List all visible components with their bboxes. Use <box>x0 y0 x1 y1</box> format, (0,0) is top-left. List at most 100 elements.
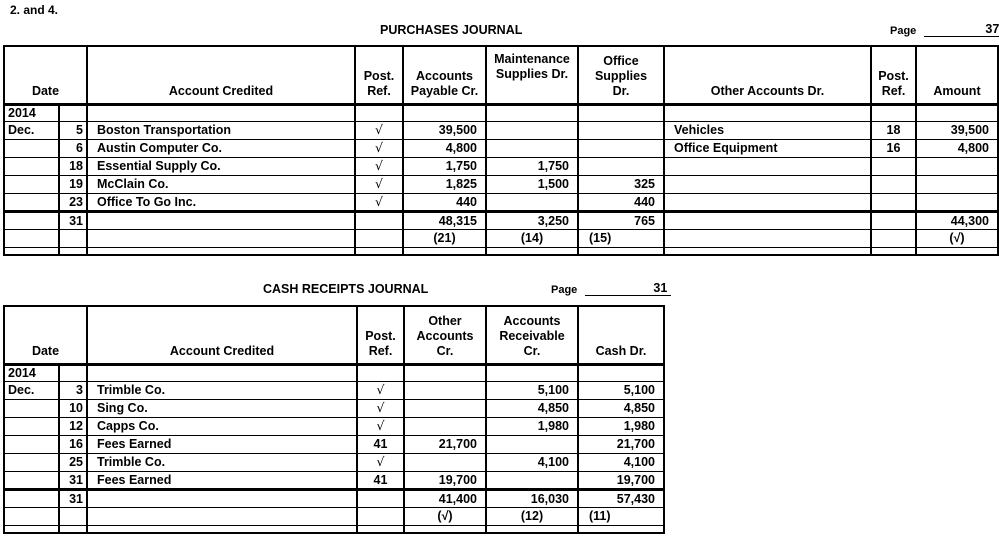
month-cell <box>3 398 60 418</box>
other-cr-cell <box>403 380 487 400</box>
header-row: Date Account Credited Post. Ref. Other A… <box>3 305 665 366</box>
page-label: Page <box>890 25 917 37</box>
account-cell: Fees Earned <box>86 434 358 454</box>
spacer-row <box>3 246 999 256</box>
account-cell: Essential Supply Co. <box>86 156 356 176</box>
post-ref-cell: 41 <box>356 434 405 454</box>
col-post-ref: Post. Ref. <box>354 45 404 106</box>
month-cell <box>3 156 60 176</box>
other-cr-cell <box>403 416 487 436</box>
table-row: 16 Fees Earned 41 21,700 21,700 <box>3 434 665 454</box>
total-cash-dr: 57,430 <box>577 487 665 508</box>
amount-cell: 39,500 <box>915 120 999 140</box>
post-ref-cell: √ <box>354 138 404 158</box>
page-number: 37 <box>924 22 999 37</box>
month-cell <box>3 174 60 194</box>
office-dr-cell: 440 <box>577 192 665 212</box>
other-cr-cell <box>403 398 487 418</box>
cash-dr-cell: 4,100 <box>577 452 665 472</box>
year-cell: 2014 <box>3 363 60 382</box>
posting-ref-row: (21) (14) (15) (√) <box>3 228 999 248</box>
ar-cr-cell: 1,980 <box>485 416 579 436</box>
total-ap-cr: 48,315 <box>402 209 487 230</box>
cash-dr-cell: 19,700 <box>577 470 665 490</box>
table-row: 10 Sing Co. √ 4,850 4,850 <box>3 398 665 418</box>
account-cell: Trimble Co. <box>86 380 358 400</box>
cash-receipts-journal-table: Date Account Credited Post. Ref. Other A… <box>3 305 665 534</box>
maint-dr-cell: 1,750 <box>485 156 579 176</box>
month-cell <box>3 434 60 454</box>
ap-cr-cell: 1,750 <box>402 156 487 176</box>
office-dr-cell: 325 <box>577 174 665 194</box>
month-cell <box>3 452 60 472</box>
total-amount: 44,300 <box>915 209 999 230</box>
account-cell: Boston Transportation <box>86 120 356 140</box>
other-post-ref-cell <box>870 156 917 176</box>
post-ref-cell: √ <box>356 452 405 472</box>
table-row: 23 Office To Go Inc. √ 440 440 <box>3 192 999 212</box>
account-cell: Austin Computer Co. <box>86 138 356 158</box>
month-cell <box>3 138 60 158</box>
day-cell: 6 <box>58 138 88 158</box>
col-amount: Amount <box>915 45 999 106</box>
cash-receipts-journal-title: CASH RECEIPTS JOURNAL <box>263 282 429 296</box>
post-ref-cell: 41 <box>356 470 405 490</box>
posting-ref-row: (√) (12) (11) <box>3 506 665 526</box>
ap-cr-cell: 4,800 <box>402 138 487 158</box>
table-row: Dec. 3 Trimble Co. √ 5,100 5,100 <box>3 380 665 400</box>
col-accounts-receivable: Accounts Receivable Cr. <box>485 305 579 366</box>
ap-cr-cell: 1,825 <box>402 174 487 194</box>
year-row: 2014 <box>3 103 999 122</box>
day-cell: 5 <box>58 120 88 140</box>
other-account-cell <box>663 192 872 212</box>
month-cell <box>3 470 60 490</box>
account-cell: McClain Co. <box>86 174 356 194</box>
posting-ref-cash: (11) <box>577 506 665 526</box>
table-row: 25 Trimble Co. √ 4,100 4,100 <box>3 452 665 472</box>
other-account-cell: Office Equipment <box>663 138 872 158</box>
header-row: Date Account Credited Post. Ref. Account… <box>3 45 999 106</box>
post-ref-cell: √ <box>356 398 405 418</box>
total-maint-dr: 3,250 <box>485 209 579 230</box>
cash-dr-cell: 4,850 <box>577 398 665 418</box>
post-ref-cell: √ <box>356 380 405 400</box>
account-cell: Office To Go Inc. <box>86 192 356 212</box>
other-cr-cell: 19,700 <box>403 470 487 490</box>
other-post-ref-cell <box>870 174 917 194</box>
post-ref-cell: √ <box>354 192 404 212</box>
day-cell: 10 <box>58 398 88 418</box>
posting-ref-amount: (√) <box>915 228 999 248</box>
total-day-cell: 31 <box>58 487 88 508</box>
office-dr-cell <box>577 156 665 176</box>
table-row: 18 Essential Supply Co. √ 1,750 1,750 <box>3 156 999 176</box>
month-cell <box>3 192 60 212</box>
purchases-journal-table: Date Account Credited Post. Ref. Account… <box>3 45 999 256</box>
ap-cr-cell: 39,500 <box>402 120 487 140</box>
amount-cell <box>915 156 999 176</box>
col-date: Date <box>3 45 88 106</box>
section-label: 2. and 4. <box>10 3 59 17</box>
purchases-page-indicator: Page 37 <box>890 22 999 37</box>
cash-receipts-page-indicator: Page 31 <box>551 281 672 296</box>
year-row: 2014 <box>3 363 665 382</box>
posting-ref-office: (15) <box>577 228 665 248</box>
day-cell: 31 <box>58 470 88 490</box>
post-ref-cell: √ <box>354 174 404 194</box>
maint-dr-cell <box>485 120 579 140</box>
totals-row: 31 48,315 3,250 765 44,300 <box>3 209 999 230</box>
col-date: Date <box>3 305 88 366</box>
other-account-cell <box>663 174 872 194</box>
day-cell: 3 <box>58 380 88 400</box>
year-cell: 2014 <box>3 103 60 122</box>
post-ref-cell: √ <box>356 416 405 436</box>
cash-dr-cell: 21,700 <box>577 434 665 454</box>
cash-dr-cell: 1,980 <box>577 416 665 436</box>
other-post-ref-cell: 18 <box>870 120 917 140</box>
other-post-ref-cell <box>870 192 917 212</box>
col-office-supplies: Office Supplies Dr. <box>577 45 665 106</box>
amount-cell <box>915 174 999 194</box>
cash-dr-cell: 5,100 <box>577 380 665 400</box>
ar-cr-cell: 4,850 <box>485 398 579 418</box>
day-cell: 12 <box>58 416 88 436</box>
day-cell: 19 <box>58 174 88 194</box>
